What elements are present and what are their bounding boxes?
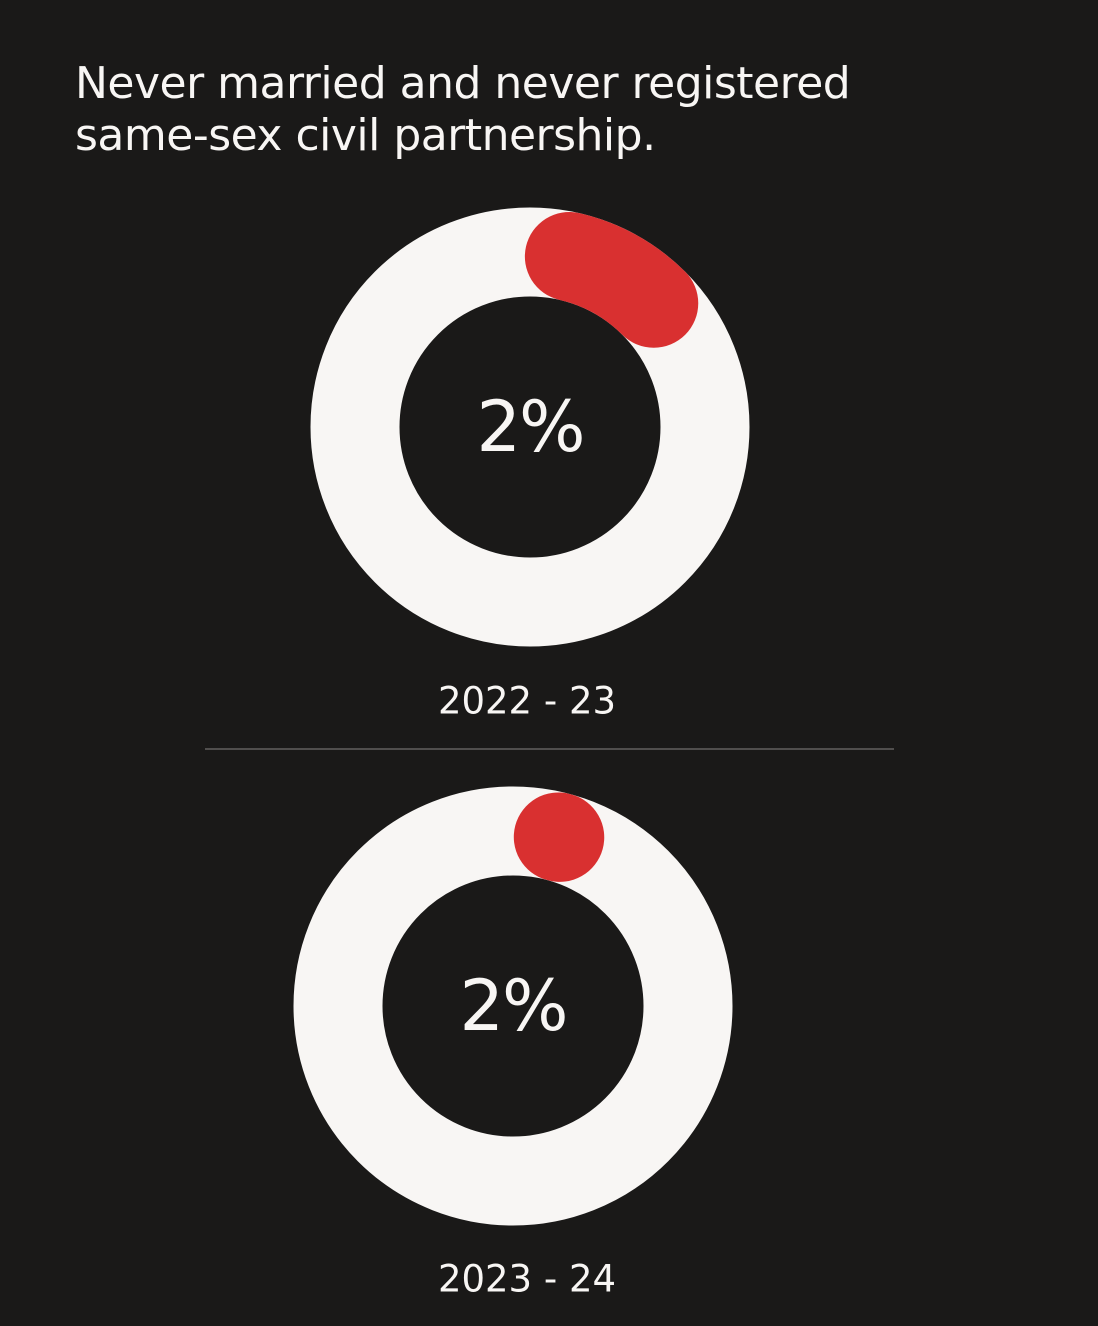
donut-chart-2022-23: [310, 207, 750, 647]
donut-segment: [293, 786, 733, 1226]
donut-ring: [293, 786, 733, 1226]
divider-line: [205, 748, 894, 750]
donut-center-value: 2%: [459, 965, 568, 1047]
donut-chart-2023-24: [293, 786, 733, 1226]
donut-year-label: 2022 - 23: [437, 679, 617, 723]
donut-center-value: 2%: [476, 386, 585, 468]
donut-segment: [310, 207, 750, 647]
chart-title: Never married and never registered same-…: [75, 58, 851, 161]
donut-year-label: 2023 - 24: [437, 1257, 617, 1301]
